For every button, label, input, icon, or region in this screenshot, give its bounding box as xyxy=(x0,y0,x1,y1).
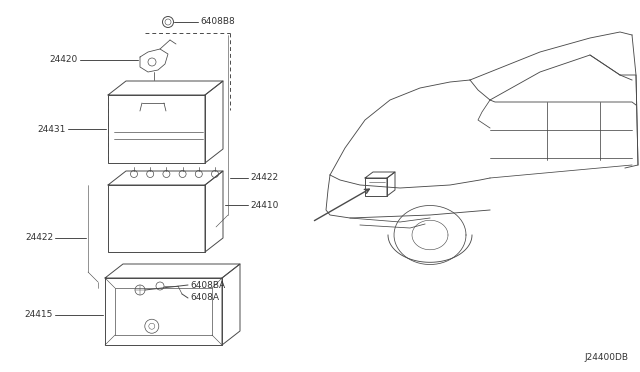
Text: 24410: 24410 xyxy=(250,201,278,209)
Text: 6408B8: 6408B8 xyxy=(200,17,235,26)
Text: 24415: 24415 xyxy=(24,310,53,319)
Text: 24422: 24422 xyxy=(25,234,53,243)
Text: 6408BA: 6408BA xyxy=(190,280,225,289)
Text: 24431: 24431 xyxy=(38,125,66,134)
Text: 24420: 24420 xyxy=(50,55,78,64)
Text: 6408A: 6408A xyxy=(190,294,219,302)
Text: 24422: 24422 xyxy=(250,173,278,183)
Text: J24400DB: J24400DB xyxy=(584,353,628,362)
